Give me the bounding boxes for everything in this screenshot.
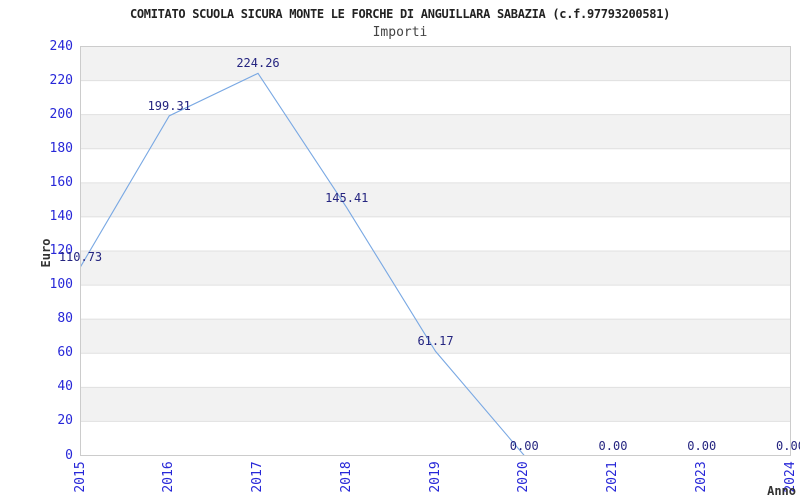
x-tick-label: 2021 (605, 461, 620, 493)
grid-band (80, 148, 791, 183)
grid-band (80, 319, 791, 354)
y-tick-label: 120 (49, 243, 73, 258)
x-tick-label: 2018 (338, 461, 354, 493)
y-tick-label: 0 (65, 447, 73, 463)
x-tick-label: 2019 (427, 461, 443, 493)
data-label: 61.17 (417, 334, 454, 349)
plot-area (80, 46, 791, 456)
data-label: 199.31 (147, 98, 191, 113)
y-tick-label: 40 (57, 379, 73, 395)
grid-band (80, 285, 791, 320)
y-tick-label: 200 (49, 106, 73, 122)
data-label: 0.00 (598, 438, 628, 453)
y-tick-label: 240 (49, 38, 73, 54)
y-tick-label: 80 (57, 311, 73, 327)
y-tick-label: 140 (49, 208, 73, 224)
data-label: 110.73 (58, 249, 103, 264)
grid-band (80, 46, 791, 81)
y-axis-label: Euro (39, 238, 53, 268)
x-tick-label: 2016 (161, 461, 177, 493)
x-axis-label: Anno (767, 484, 796, 498)
grid-band (80, 387, 791, 422)
grid-band (80, 251, 791, 286)
grid-band (80, 114, 791, 149)
data-label: 0.00 (687, 438, 717, 453)
x-tick-label: 2015 (72, 461, 88, 493)
grid-band (80, 353, 791, 388)
x-tick-label: 2020 (516, 461, 532, 493)
y-tick-label: 180 (49, 140, 73, 156)
plot-frame (80, 46, 791, 456)
x-tick-label: 2023 (693, 461, 709, 493)
data-label: 145.41 (325, 190, 369, 205)
y-tick-label: 100 (49, 277, 73, 293)
data-label: 0.00 (509, 438, 539, 453)
chart-subtitle: Importi (372, 25, 428, 40)
y-tick-label: 220 (49, 72, 73, 88)
grid-band (80, 216, 791, 251)
y-tick-label: 20 (57, 413, 73, 429)
data-label: 224.26 (236, 56, 280, 71)
x-tick-label: 2017 (250, 461, 265, 493)
grid-band (80, 182, 791, 217)
chart-title: COMITATO SCUOLA SICURA MONTE LE FORCHE D… (129, 7, 671, 21)
y-tick-label: 160 (49, 174, 73, 190)
grid-band (80, 80, 791, 115)
data-label: 0.00 (776, 438, 800, 453)
y-tick-label: 60 (57, 345, 73, 361)
grid-band (80, 421, 791, 456)
